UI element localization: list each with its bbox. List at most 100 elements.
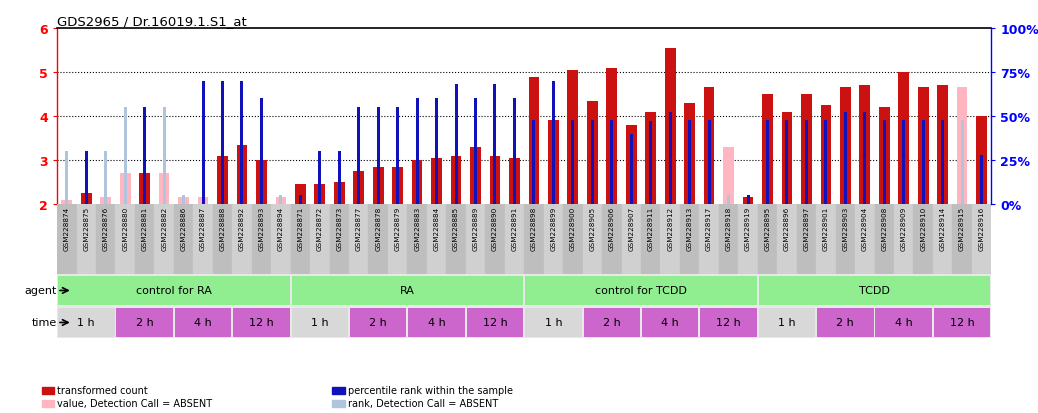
Bar	[622, 204, 640, 275]
Bar	[493, 85, 496, 204]
Bar	[934, 309, 990, 337]
Bar	[241, 82, 244, 204]
Bar	[902, 120, 905, 204]
Text: 2 h: 2 h	[136, 318, 154, 328]
Bar	[840, 88, 851, 204]
Bar	[937, 86, 948, 204]
Bar	[221, 82, 224, 204]
Bar	[155, 204, 174, 275]
Text: GSM228906: GSM228906	[608, 206, 614, 251]
Bar	[124, 108, 127, 204]
Bar	[251, 204, 271, 275]
Bar	[874, 204, 894, 275]
Bar	[57, 204, 77, 275]
Text: GSM228873: GSM228873	[336, 206, 343, 251]
Bar	[431, 159, 442, 204]
Text: 4 h: 4 h	[661, 318, 679, 328]
Bar	[377, 108, 380, 204]
Bar	[586, 101, 598, 204]
Bar	[782, 112, 792, 204]
Text: 1 h: 1 h	[778, 318, 796, 328]
Text: GSM228918: GSM228918	[726, 206, 732, 251]
Bar	[504, 204, 524, 275]
Text: 4 h: 4 h	[194, 318, 212, 328]
Bar	[913, 204, 933, 275]
Bar	[582, 204, 602, 275]
Text: GSM228910: GSM228910	[920, 206, 926, 251]
Text: GSM228903: GSM228903	[842, 206, 848, 251]
Bar	[116, 309, 173, 337]
Text: GSM228890: GSM228890	[492, 206, 498, 251]
Bar	[630, 134, 633, 204]
Bar	[777, 204, 796, 275]
Bar	[801, 95, 812, 204]
Bar	[972, 204, 991, 275]
Text: GDS2965 / Dr.16019.1.S1_at: GDS2965 / Dr.16019.1.S1_at	[57, 15, 247, 28]
Text: GSM228876: GSM228876	[103, 206, 109, 251]
Bar	[330, 204, 349, 275]
Text: 4 h: 4 h	[428, 318, 445, 328]
Bar	[319, 152, 322, 204]
Bar	[552, 82, 555, 204]
Bar	[415, 99, 418, 204]
Text: GSM228881: GSM228881	[141, 206, 147, 251]
Text: 2 h: 2 h	[603, 318, 621, 328]
Bar	[295, 185, 306, 204]
Bar	[466, 204, 485, 275]
Bar	[58, 276, 290, 305]
Bar	[119, 174, 131, 204]
Bar	[532, 120, 536, 204]
Bar	[952, 204, 972, 275]
Bar	[641, 309, 699, 337]
Bar	[174, 309, 231, 337]
Text: GSM228880: GSM228880	[122, 206, 129, 251]
Bar	[727, 196, 730, 204]
Bar	[213, 204, 233, 275]
Text: GSM228917: GSM228917	[706, 206, 712, 251]
Bar	[58, 309, 114, 337]
Bar	[260, 99, 263, 204]
Bar	[174, 204, 193, 275]
Text: GSM228904: GSM228904	[862, 206, 868, 251]
Bar	[855, 204, 874, 275]
Text: GSM228883: GSM228883	[414, 206, 420, 251]
Bar	[563, 204, 582, 275]
Bar	[704, 88, 714, 204]
Bar	[233, 204, 251, 275]
Bar	[879, 108, 890, 204]
Bar	[786, 120, 789, 204]
Text: GSM228877: GSM228877	[356, 206, 362, 251]
Bar	[797, 204, 816, 275]
Bar	[485, 204, 504, 275]
Text: transformed count: transformed count	[57, 385, 147, 395]
Text: GSM228898: GSM228898	[530, 206, 537, 251]
Bar	[85, 152, 88, 204]
Bar	[143, 108, 146, 204]
Bar	[844, 113, 847, 204]
Bar	[957, 88, 967, 204]
Text: 12 h: 12 h	[950, 318, 975, 328]
Bar	[746, 196, 749, 204]
Text: GSM228909: GSM228909	[901, 206, 907, 251]
Text: GSM228911: GSM228911	[648, 206, 654, 251]
Text: GSM228888: GSM228888	[219, 206, 225, 251]
Bar	[450, 156, 462, 204]
Bar	[65, 152, 69, 204]
Text: GSM228905: GSM228905	[590, 206, 596, 251]
Bar	[467, 309, 523, 337]
Bar	[544, 204, 563, 275]
Bar	[353, 172, 364, 204]
Bar	[61, 200, 73, 204]
Bar	[525, 309, 581, 337]
Bar	[664, 49, 676, 204]
Bar	[217, 156, 228, 204]
Bar	[81, 194, 91, 204]
Bar	[357, 108, 360, 204]
Bar	[528, 78, 540, 204]
Bar	[817, 309, 874, 337]
Text: value, Detection Call = ABSENT: value, Detection Call = ABSENT	[57, 399, 212, 408]
Bar	[759, 276, 990, 305]
Bar	[571, 120, 574, 204]
Text: 12 h: 12 h	[716, 318, 741, 328]
Text: GSM228907: GSM228907	[628, 206, 634, 251]
